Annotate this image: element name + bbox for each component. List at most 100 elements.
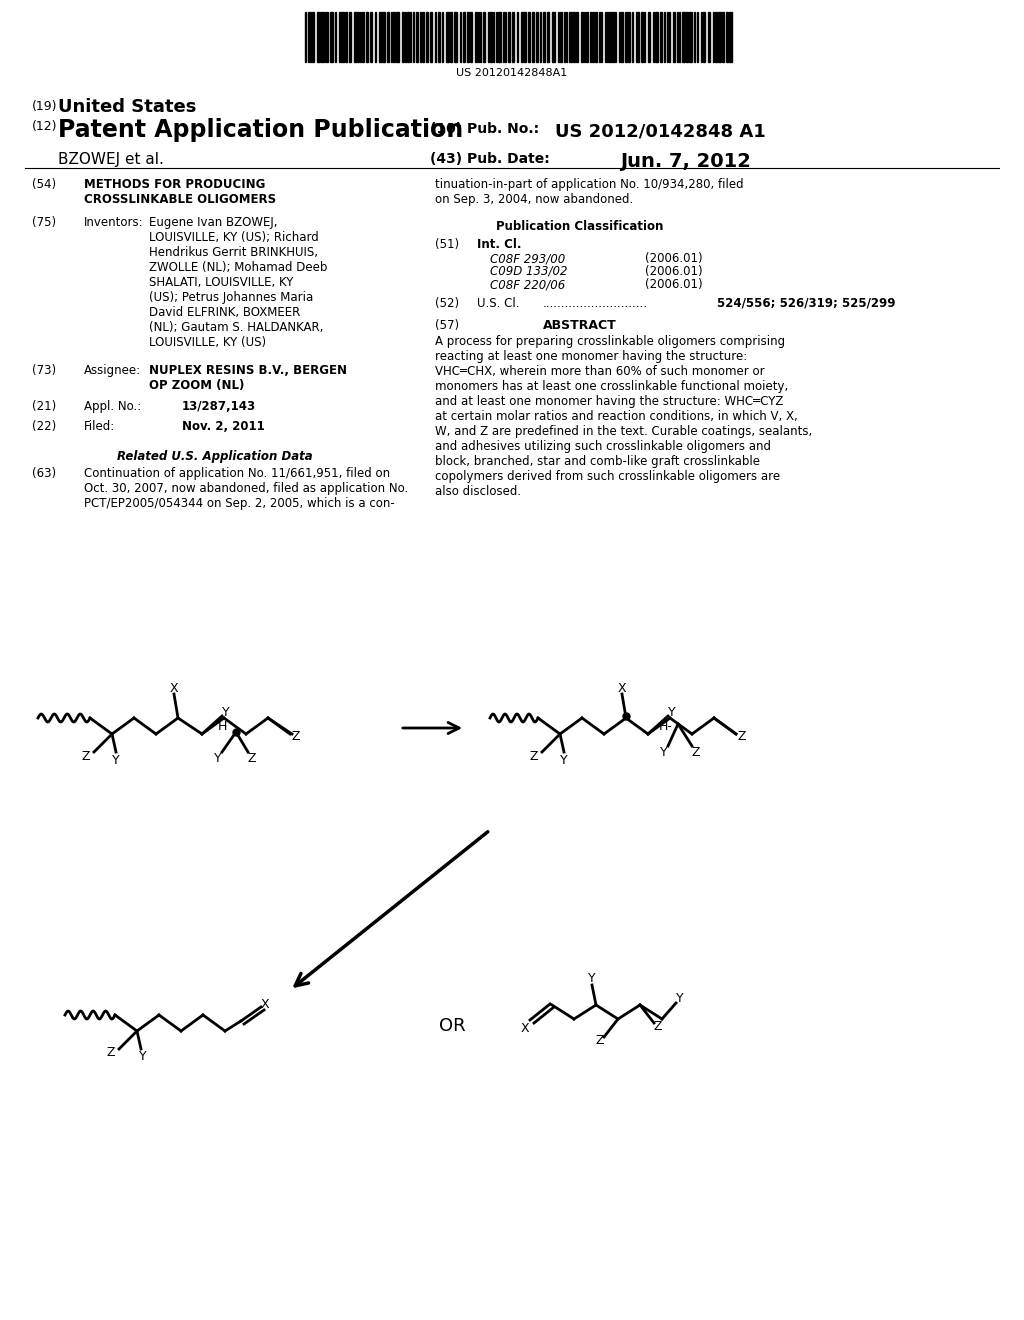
Text: (10) Pub. No.:: (10) Pub. No.: xyxy=(430,121,539,136)
Text: Assignee:: Assignee: xyxy=(84,364,141,378)
Bar xyxy=(330,12,333,62)
Text: Eugene Ivan BZOWEJ,
LOUISVILLE, KY (US); Richard
Hendrikus Gerrit BRINKHUIS,
ZWO: Eugene Ivan BZOWEJ, LOUISVILLE, KY (US);… xyxy=(150,216,328,348)
Bar xyxy=(312,12,314,62)
Bar xyxy=(345,12,347,62)
Bar xyxy=(581,12,583,62)
Text: (12): (12) xyxy=(32,120,57,133)
Text: Continuation of application No. 11/661,951, filed on
Oct. 30, 2007, now abandone: Continuation of application No. 11/661,9… xyxy=(84,467,409,510)
Bar xyxy=(673,12,675,62)
Bar xyxy=(366,12,368,62)
Text: A process for preparing crosslinkable oligomers comprising
reacting at least one: A process for preparing crosslinkable ol… xyxy=(435,335,812,498)
Text: X: X xyxy=(170,681,178,694)
Bar xyxy=(682,12,685,62)
Bar xyxy=(498,12,501,62)
Text: Filed:: Filed: xyxy=(84,420,116,433)
Text: Y: Y xyxy=(139,1051,146,1064)
Text: (75): (75) xyxy=(32,216,56,228)
Bar xyxy=(326,12,328,62)
Text: Inventors:: Inventors: xyxy=(84,216,143,228)
Text: (73): (73) xyxy=(32,364,56,378)
Bar xyxy=(387,12,389,62)
Bar xyxy=(625,12,627,62)
Bar xyxy=(569,12,572,62)
Bar xyxy=(354,12,357,62)
Bar xyxy=(321,12,323,62)
Bar xyxy=(470,12,472,62)
Bar xyxy=(362,12,364,62)
Text: METHODS FOR PRODUCING
CROSSLINKABLE OLIGOMERS: METHODS FOR PRODUCING CROSSLINKABLE OLIG… xyxy=(84,178,276,206)
Bar xyxy=(686,12,688,62)
Text: Publication Classification: Publication Classification xyxy=(497,220,664,234)
Text: Y: Y xyxy=(588,973,596,986)
Text: OR: OR xyxy=(438,1016,465,1035)
Text: Z: Z xyxy=(529,750,539,763)
Text: tinuation-in-part of application No. 10/934,280, filed
on Sep. 3, 2004, now aban: tinuation-in-part of application No. 10/… xyxy=(435,178,743,206)
Bar xyxy=(628,12,630,62)
Bar xyxy=(450,12,452,62)
Bar xyxy=(512,12,514,62)
Text: Y: Y xyxy=(113,754,120,767)
Text: Nov. 2, 2011: Nov. 2, 2011 xyxy=(182,420,265,433)
Bar xyxy=(508,12,510,62)
Bar xyxy=(475,12,477,62)
Bar xyxy=(586,12,588,62)
Text: (43) Pub. Date:: (43) Pub. Date: xyxy=(430,152,550,166)
Bar xyxy=(543,12,545,62)
Bar xyxy=(689,12,692,62)
Bar xyxy=(641,12,643,62)
Text: Y: Y xyxy=(676,993,684,1006)
Text: (2006.01): (2006.01) xyxy=(645,252,702,265)
Bar xyxy=(595,12,597,62)
Bar xyxy=(317,12,319,62)
Text: Z: Z xyxy=(106,1047,116,1060)
Bar xyxy=(715,12,717,62)
Text: BZOWEJ et al.: BZOWEJ et al. xyxy=(58,152,164,168)
Bar xyxy=(396,12,399,62)
Bar xyxy=(718,12,721,62)
Text: Z: Z xyxy=(737,730,746,742)
Text: C09D 133/02: C09D 133/02 xyxy=(490,265,567,279)
Text: Z: Z xyxy=(292,730,300,742)
Bar xyxy=(648,12,650,62)
Text: Z: Z xyxy=(82,750,90,763)
Text: Related U.S. Application Data: Related U.S. Application Data xyxy=(117,450,312,463)
Text: (51): (51) xyxy=(435,238,459,251)
Text: (57): (57) xyxy=(435,319,459,333)
Bar xyxy=(547,12,549,62)
Bar xyxy=(621,12,623,62)
Text: C08F 293/00: C08F 293/00 xyxy=(490,252,565,265)
Bar xyxy=(660,12,662,62)
Bar xyxy=(407,12,409,62)
Bar xyxy=(708,12,710,62)
Text: (22): (22) xyxy=(32,420,56,433)
Bar xyxy=(729,12,732,62)
Bar xyxy=(463,12,465,62)
Text: Jun. 7, 2012: Jun. 7, 2012 xyxy=(620,152,751,172)
Text: Y: Y xyxy=(222,705,229,718)
Bar xyxy=(722,12,724,62)
Bar xyxy=(402,12,404,62)
Bar xyxy=(521,12,523,62)
Text: (63): (63) xyxy=(32,467,56,480)
Bar xyxy=(536,12,538,62)
Bar xyxy=(422,12,424,62)
Text: US 2012/0142848 A1: US 2012/0142848 A1 xyxy=(555,121,766,140)
Text: (54): (54) xyxy=(32,178,56,191)
Bar xyxy=(454,12,457,62)
Bar xyxy=(703,12,705,62)
Text: (52): (52) xyxy=(435,297,459,310)
Text: U.S. Cl.: U.S. Cl. xyxy=(477,297,519,310)
Bar xyxy=(379,12,381,62)
Bar xyxy=(370,12,372,62)
Text: Appl. No.:: Appl. No.: xyxy=(84,400,141,413)
Bar xyxy=(655,12,658,62)
Text: Y: Y xyxy=(669,705,676,718)
Bar xyxy=(575,12,578,62)
Bar xyxy=(382,12,385,62)
Bar xyxy=(573,12,575,62)
Text: Y: Y xyxy=(660,746,668,759)
Text: X: X xyxy=(261,998,269,1011)
Text: H: H xyxy=(217,719,226,733)
Text: 524/556; 526/319; 525/299: 524/556; 526/319; 525/299 xyxy=(717,297,896,310)
Text: H-: H- xyxy=(659,719,673,733)
